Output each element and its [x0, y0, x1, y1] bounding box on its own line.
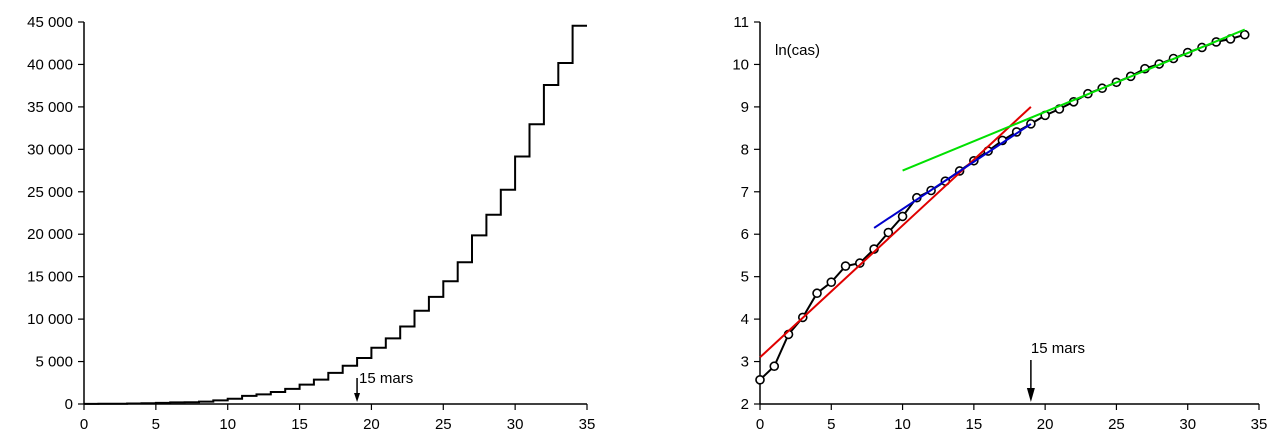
x-tick-label: 15: [966, 416, 983, 433]
data-point: [826, 277, 837, 287]
x-tick-label: 20: [363, 416, 380, 433]
y-tick-label: 4: [741, 311, 749, 328]
y-tick-label: 8: [741, 141, 749, 158]
x-tick-label: 25: [435, 416, 452, 433]
y-tick-label: 35 000: [27, 99, 73, 116]
x-tick-label: 10: [219, 416, 236, 433]
y-tick-label: 40 000: [27, 56, 73, 73]
y-tick-label: 15 000: [27, 269, 73, 286]
annotation-label: 15 mars: [359, 370, 413, 387]
log-cases-chart: 0 5 10 15 20 25 30 35 2 3 4 5 6 7 8 9 10 11 ln(cas) 15 mars: [732, 14, 1267, 433]
step-series-line: [84, 24, 587, 405]
fit-line: [759, 106, 1032, 359]
y-tick-label: 11: [733, 14, 749, 31]
y-tick-label: 3: [741, 354, 749, 371]
y-tick-label: 10 000: [27, 311, 73, 328]
x-tick-label: 30: [1179, 416, 1196, 433]
y-tick-label: 2: [741, 396, 749, 413]
data-point: [854, 258, 865, 268]
data-point: [755, 375, 765, 385]
x-tick-label: 5: [827, 416, 835, 433]
y-tick-label: 0: [65, 396, 73, 413]
x-tick-label: 10: [894, 416, 911, 433]
annotation-label: 15 mars: [1031, 340, 1085, 357]
annotation-arrowhead: [1026, 388, 1035, 402]
x-tick-label: 15: [291, 416, 308, 433]
x-tick-label: 30: [507, 416, 524, 433]
data-point: [769, 361, 780, 372]
y-tick-label: 10: [732, 56, 749, 73]
y-tick-label: 6: [741, 226, 749, 243]
y-tick-label: 20 000: [27, 226, 73, 243]
y-tick-label: 45 000: [27, 14, 73, 31]
y-tick-label: 5 000: [35, 354, 73, 371]
x-tick-label: 5: [152, 416, 160, 433]
fit-line: [902, 28, 1246, 172]
cumulative-cases-chart: 0 5 10 15 20 25 30 35 0 5 000 10 000 15 000 20 000 25…: [27, 14, 595, 433]
x-tick-label: 35: [579, 416, 596, 433]
annotation-arrowhead: [354, 393, 361, 402]
y-tick-label: 25 000: [27, 184, 73, 201]
y-tick-label: 7: [741, 184, 749, 201]
data-point: [1239, 29, 1250, 40]
data-point: [812, 288, 822, 299]
x-tick-label: 0: [756, 416, 764, 433]
x-tick-label: 35: [1251, 416, 1268, 433]
data-point: [840, 261, 851, 271]
y-tick-label: 30 000: [27, 141, 73, 158]
y-tick-label: 5: [741, 269, 749, 286]
x-tick-label: 20: [1037, 416, 1054, 433]
x-tick-label: 25: [1108, 416, 1125, 433]
data-point: [883, 227, 894, 238]
data-series-line: [759, 33, 1245, 381]
inner-y-label: ln(cas): [775, 42, 820, 59]
fit-line: [873, 123, 1032, 229]
x-tick-label: 0: [80, 416, 88, 433]
y-tick-label: 9: [741, 99, 749, 116]
data-point: [897, 211, 908, 222]
